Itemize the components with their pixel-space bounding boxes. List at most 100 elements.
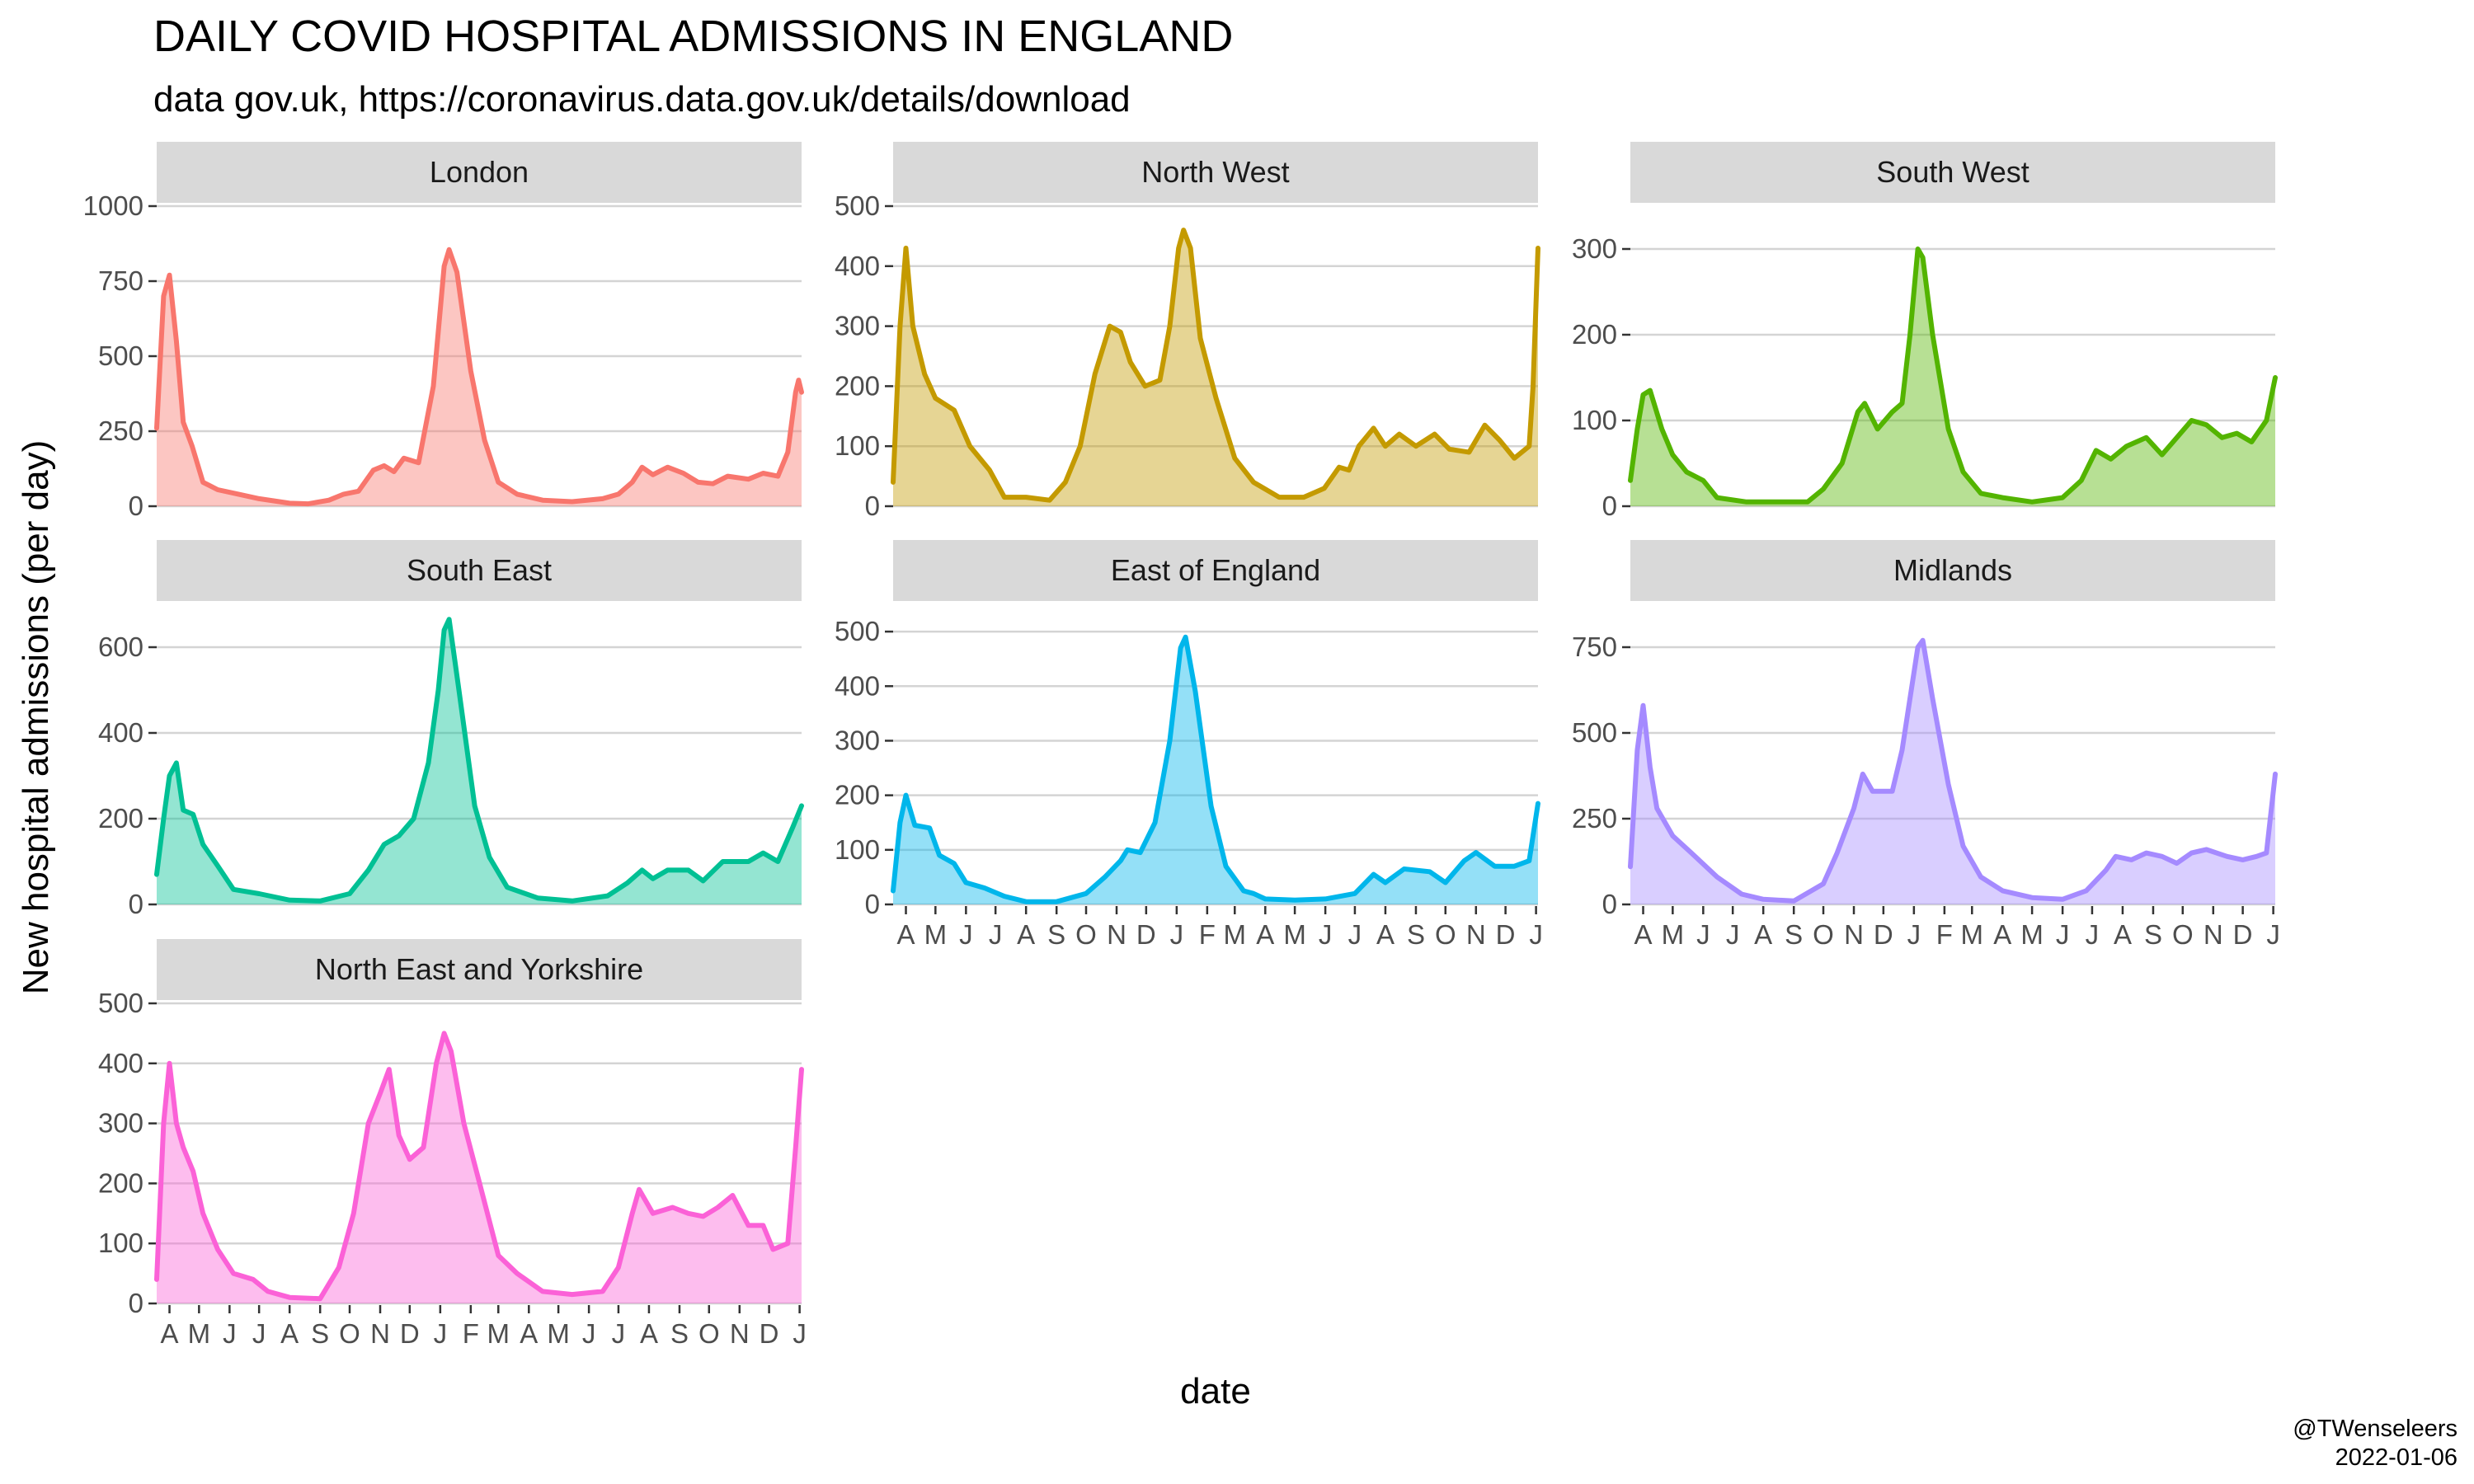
strip-label-london: London [430, 155, 529, 189]
y-tick-label-east-of-england-0: 0 [865, 889, 880, 919]
y-tick-label-south-east-200: 200 [98, 803, 143, 834]
x-tick-label-north-east-and-yorkshire-16: A [640, 1318, 658, 1349]
x-tick-label-midlands-1: M [1662, 919, 1685, 950]
x-tick-label-east-of-england-2: J [959, 919, 973, 950]
strip-london [157, 142, 802, 203]
y-tick-label-east-of-england-100: 100 [835, 834, 880, 865]
y-tick-label-south-west-200: 200 [1572, 319, 1617, 350]
y-tick-label-north-west-0: 0 [865, 491, 880, 521]
x-tick-label-north-east-and-yorkshire-4: A [280, 1318, 299, 1349]
y-tick-label-midlands-0: 0 [1602, 889, 1617, 919]
area-north-east-and-yorkshire [157, 1033, 802, 1303]
y-tick-label-east-of-england-400: 400 [835, 670, 880, 701]
x-tick-label-north-east-and-yorkshire-6: O [339, 1318, 360, 1349]
x-tick-label-north-east-and-yorkshire-2: J [223, 1318, 237, 1349]
y-tick-label-london-250: 250 [98, 416, 143, 446]
x-tick-label-east-of-england-7: N [1107, 919, 1126, 950]
panel-north-west: North West 0 100 200 300 400 500 [835, 142, 1540, 521]
caption-author: @TWenseleers [2293, 1416, 2458, 1442]
x-tick-label-midlands-15: J [2086, 919, 2100, 950]
y-axis-title: New hospital admissions (per day) [16, 440, 56, 995]
strip-label-north-west: North West [1141, 155, 1289, 189]
y-tick-label-south-east-600: 600 [98, 632, 143, 662]
x-axis-title: date [1180, 1371, 1251, 1411]
y-tick-label-north-east-and-yorkshire-0: 0 [129, 1288, 143, 1318]
x-tick-label-midlands-14: J [2056, 919, 2070, 950]
x-tick-label-north-east-and-yorkshire-9: J [434, 1318, 448, 1349]
y-tick-label-london-0: 0 [129, 491, 143, 521]
x-tick-label-midlands-9: J [1907, 919, 1921, 950]
y-tick-label-south-east-0: 0 [129, 889, 143, 919]
panel-south-west: South West 0 100 200 300 [1572, 142, 2278, 521]
y-tick-label-north-west-100: 100 [835, 430, 880, 461]
x-tick-label-east-of-england-4: A [1017, 919, 1035, 950]
y-tick-label-south-west-0: 0 [1602, 491, 1617, 521]
x-tick-label-east-of-england-6: O [1075, 919, 1097, 950]
caption-date: 2022-01-06 [2335, 1444, 2458, 1471]
x-tick-label-north-east-and-yorkshire-13: M [547, 1318, 570, 1349]
x-tick-label-midlands-5: S [1785, 919, 1803, 950]
panel-south-east: South East 0 200 400 600 [98, 540, 804, 919]
y-tick-label-north-east-and-yorkshire-300: 300 [98, 1108, 143, 1139]
strip-label-north-east-and-yorkshire: North East and Yorkshire [315, 952, 643, 986]
strip-south-west [1630, 142, 2275, 203]
x-tick-label-midlands-16: A [2114, 919, 2132, 950]
x-tick-label-east-of-england-14: J [1319, 919, 1333, 950]
strip-north-east-and-yorkshire [157, 939, 802, 1000]
x-tick-label-north-east-and-yorkshire-19: N [730, 1318, 750, 1349]
x-tick-label-east-of-england-0: A [897, 919, 915, 950]
x-tick-label-north-east-and-yorkshire-7: N [370, 1318, 390, 1349]
x-tick-label-midlands-2: J [1696, 919, 1710, 950]
strip-midlands [1630, 540, 2275, 601]
series-line-south-east [154, 617, 804, 904]
y-tick-label-north-west-300: 300 [835, 311, 880, 341]
x-tick-label-midlands-17: S [2144, 919, 2162, 950]
x-tick-label-north-east-and-yorkshire-0: A [161, 1318, 179, 1349]
strip-label-midlands: Midlands [1893, 553, 2012, 587]
strip-label-south-west: South West [1876, 155, 2029, 189]
x-tick-label-north-east-and-yorkshire-5: S [311, 1318, 329, 1349]
y-tick-label-south-west-100: 100 [1572, 405, 1617, 435]
x-tick-label-midlands-7: N [1844, 919, 1864, 950]
x-tick-label-east-of-england-16: A [1376, 919, 1395, 950]
series-line-east-of-england [891, 634, 1540, 904]
x-tick-label-north-east-and-yorkshire-17: S [670, 1318, 689, 1349]
x-tick-label-east-of-england-20: D [1496, 919, 1516, 950]
x-tick-label-midlands-21: J [2266, 919, 2280, 950]
x-tick-label-north-east-and-yorkshire-10: F [463, 1318, 479, 1349]
x-tick-label-north-east-and-yorkshire-14: J [582, 1318, 596, 1349]
series-line-south-west [1628, 247, 2278, 505]
area-south-east [157, 619, 802, 904]
strip-label-south-east: South East [407, 553, 552, 587]
x-tick-label-east-of-england-19: N [1466, 919, 1486, 950]
x-tick-label-north-east-and-yorkshire-8: D [400, 1318, 420, 1349]
series-line-london [154, 247, 804, 507]
x-tick-label-east-of-england-15: J [1348, 919, 1362, 950]
x-tick-label-east-of-england-18: O [1435, 919, 1456, 950]
y-tick-label-east-of-england-300: 300 [835, 725, 880, 755]
x-tick-label-north-east-and-yorkshire-11: M [487, 1318, 510, 1349]
y-tick-label-midlands-750: 750 [1572, 632, 1617, 662]
x-tick-label-midlands-20: D [2233, 919, 2253, 950]
y-tick-label-north-east-and-yorkshire-400: 400 [98, 1048, 143, 1078]
y-tick-label-north-east-and-yorkshire-100: 100 [98, 1228, 143, 1258]
x-tick-label-north-east-and-yorkshire-21: J [793, 1318, 807, 1349]
x-tick-label-east-of-england-17: S [1407, 919, 1425, 950]
x-tick-label-north-east-and-yorkshire-20: D [760, 1318, 779, 1349]
x-tick-label-east-of-england-10: F [1199, 919, 1216, 950]
series-line-north-west [891, 228, 1540, 503]
y-tick-label-north-east-and-yorkshire-500: 500 [98, 988, 143, 1018]
x-tick-label-east-of-england-21: J [1529, 919, 1543, 950]
x-tick-label-north-east-and-yorkshire-1: M [188, 1318, 211, 1349]
x-tick-label-midlands-18: O [2172, 919, 2194, 950]
area-midlands [1630, 640, 2275, 904]
y-tick-label-east-of-england-200: 200 [835, 780, 880, 810]
x-tick-label-midlands-10: F [1936, 919, 1953, 950]
x-tick-label-east-of-england-5: S [1047, 919, 1065, 950]
panel-london: London 0 250 500 750 1000 [83, 142, 804, 521]
y-tick-label-north-west-500: 500 [835, 190, 880, 221]
chart-subtitle: data gov.uk, https://coronavirus.data.go… [153, 79, 1131, 120]
